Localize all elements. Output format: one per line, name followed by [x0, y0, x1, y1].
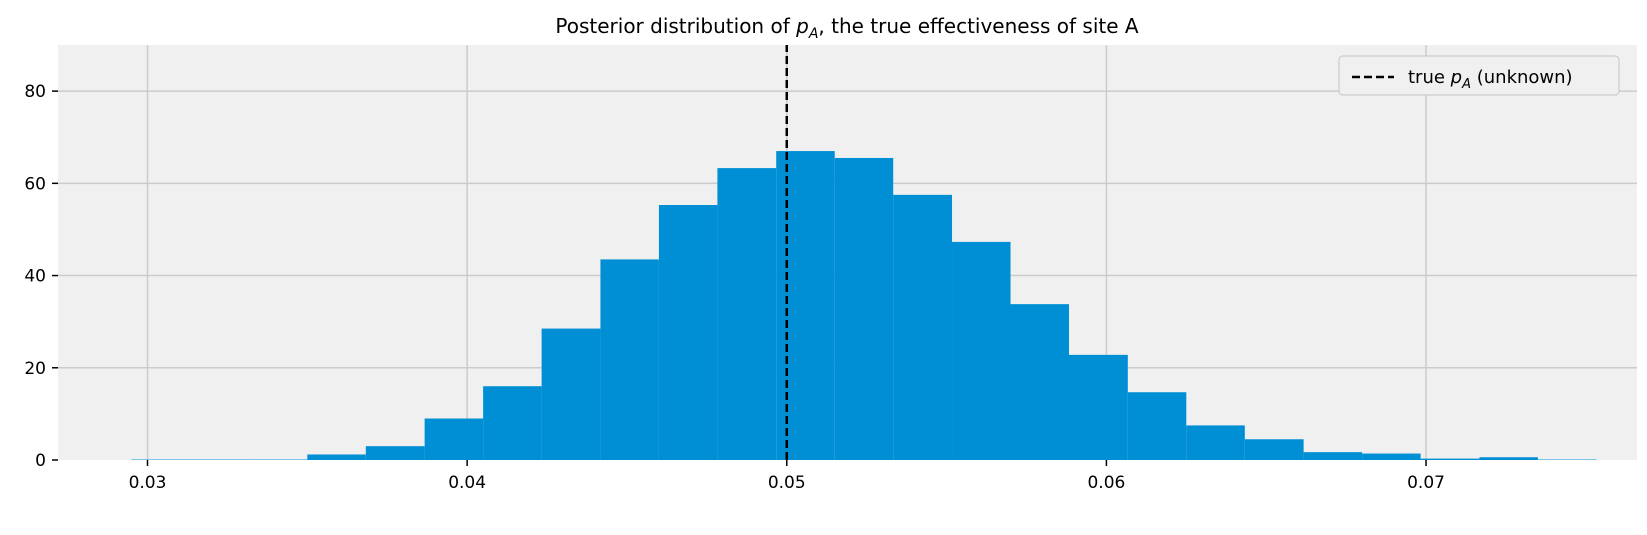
chart-title-subscript: A: [808, 26, 819, 42]
histogram-bar-9: [658, 205, 718, 460]
histogram-bar-21: [1362, 453, 1421, 460]
histogram-bar-16: [1069, 354, 1128, 460]
histogram-bar-13: [893, 194, 953, 460]
legend-label-subscript: A: [1461, 77, 1471, 92]
chart-title: Posterior distribution of pA, the true e…: [555, 14, 1139, 42]
y-tick-label-0: 0: [35, 451, 46, 471]
histogram-bar-11: [776, 151, 835, 461]
histogram-bar-23: [1479, 457, 1538, 460]
histogram-bar-20: [1303, 452, 1363, 460]
histogram-bar-5: [424, 418, 484, 460]
x-axis-ticks: 0.03 0.04 0.05 0.06 0.07: [129, 460, 1445, 493]
histogram-bar-8: [600, 259, 659, 460]
x-tick-label-0: 0.03: [129, 473, 167, 493]
legend-label-symbol: p: [1450, 67, 1462, 88]
x-tick-label-2: 0.05: [768, 473, 806, 493]
x-tick-label-1: 0.04: [448, 473, 486, 493]
histogram-bar-14: [952, 241, 1011, 460]
histogram-bar-10: [717, 168, 777, 460]
histogram-bar-7: [541, 328, 601, 460]
chart-title-prefix: Posterior distribution of: [555, 14, 796, 38]
y-axis-ticks: 0 20 40 60 80: [24, 82, 58, 471]
legend-box: [1338, 55, 1620, 96]
y-tick-label-3: 60: [24, 174, 46, 194]
chart-title-suffix: , the true effectiveness of site A: [818, 14, 1139, 38]
histogram-bar-18: [1186, 425, 1245, 460]
x-tick-label-3: 0.06: [1087, 473, 1125, 493]
legend-label-prefix: true: [1408, 67, 1451, 88]
histogram-bar-4: [365, 446, 425, 460]
histogram-bar-17: [1127, 392, 1187, 460]
histogram-bar-22: [1420, 458, 1480, 460]
histogram-bar-15: [1010, 304, 1070, 460]
y-tick-label-1: 20: [24, 359, 46, 379]
legend: true pA (unknown): [1338, 55, 1620, 96]
legend-label: true pA (unknown): [1408, 67, 1573, 92]
chart-title-symbol: p: [795, 14, 809, 38]
legend-label-suffix: (unknown): [1471, 67, 1573, 88]
histogram-bar-6: [483, 386, 542, 460]
y-tick-label-2: 40: [24, 267, 46, 287]
x-tick-label-4: 0.07: [1407, 473, 1445, 493]
histogram-bar-3: [307, 454, 366, 460]
y-tick-label-4: 80: [24, 82, 46, 102]
histogram-bars: [131, 151, 1597, 461]
histogram-bar-19: [1244, 439, 1304, 460]
histogram-bar-12: [834, 157, 894, 460]
